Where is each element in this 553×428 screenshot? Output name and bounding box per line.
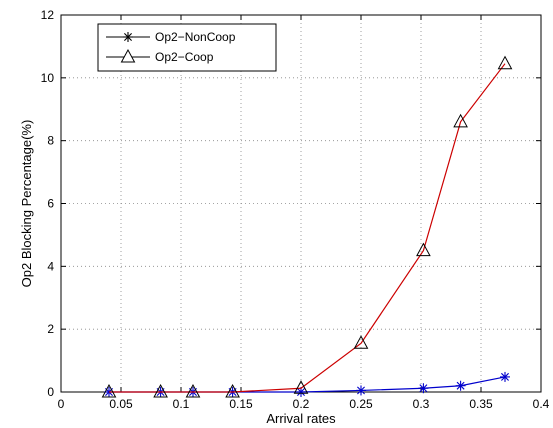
y-tick-label: 0 — [47, 385, 54, 399]
data-point — [416, 242, 431, 257]
legend-entry: Op2−Coop — [106, 48, 214, 64]
legend: Op2−NonCoop Op2−Coop — [97, 23, 277, 72]
data-point — [453, 113, 468, 128]
data-point — [153, 383, 168, 398]
y-tick-label: 10 — [41, 71, 55, 85]
data-point — [356, 385, 366, 396]
y-tick-label: 8 — [47, 134, 54, 148]
data-point — [500, 371, 510, 382]
x-tick-label: 0 — [58, 397, 65, 411]
legend-marker — [120, 48, 136, 63]
x-tick-label: 0.4 — [533, 397, 550, 411]
x-tick-label: 0.2 — [293, 397, 310, 411]
data-point — [293, 380, 309, 394]
data-point — [353, 335, 369, 349]
data-point — [225, 383, 240, 398]
series-triangle — [101, 55, 513, 398]
data-point — [185, 383, 201, 398]
data-series — [101, 55, 513, 398]
y-tick-label: 2 — [47, 322, 54, 336]
x-tick-label: 0.3 — [413, 397, 430, 411]
grid-lines — [61, 15, 541, 392]
legend-label: Op2−Coop — [155, 50, 214, 64]
legend-label: Op2−NonCoop — [155, 30, 236, 44]
x-tick-label: 0.1 — [173, 397, 190, 411]
y-axis-label: Op2 Blocking Percentage(%) — [19, 120, 34, 288]
x-tick-label: 0.05 — [109, 397, 133, 411]
legend-box — [97, 23, 277, 72]
data-point — [418, 383, 429, 394]
x-tick-label: 0.35 — [469, 397, 493, 411]
data-point — [497, 55, 513, 70]
y-tick-label: 12 — [41, 8, 55, 22]
data-point — [101, 383, 117, 398]
data-point — [455, 380, 466, 391]
series-line — [109, 63, 506, 393]
data-point — [296, 387, 306, 397]
legend-marker — [123, 32, 133, 42]
y-tick-label: 4 — [47, 259, 54, 273]
x-tick-label: 0.25 — [349, 397, 373, 411]
x-axis-label: Arrival rates — [266, 411, 336, 426]
y-tick-label: 6 — [47, 197, 54, 211]
x-tick-label: 0.15 — [229, 397, 253, 411]
legend-entry: Op2−NonCoop — [106, 30, 236, 44]
